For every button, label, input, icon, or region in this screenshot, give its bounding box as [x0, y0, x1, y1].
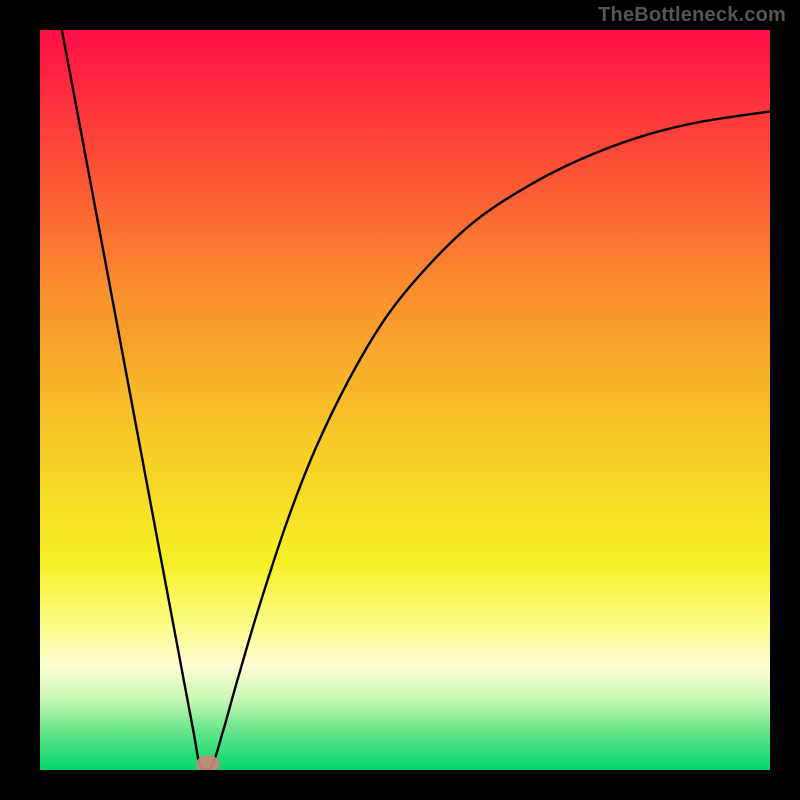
- chart-frame: TheBottleneck.com: [0, 0, 800, 800]
- plot-svg: [40, 30, 770, 770]
- gradient-background: [40, 30, 770, 770]
- plot-area: [40, 30, 770, 770]
- watermark-text: TheBottleneck.com: [598, 4, 786, 27]
